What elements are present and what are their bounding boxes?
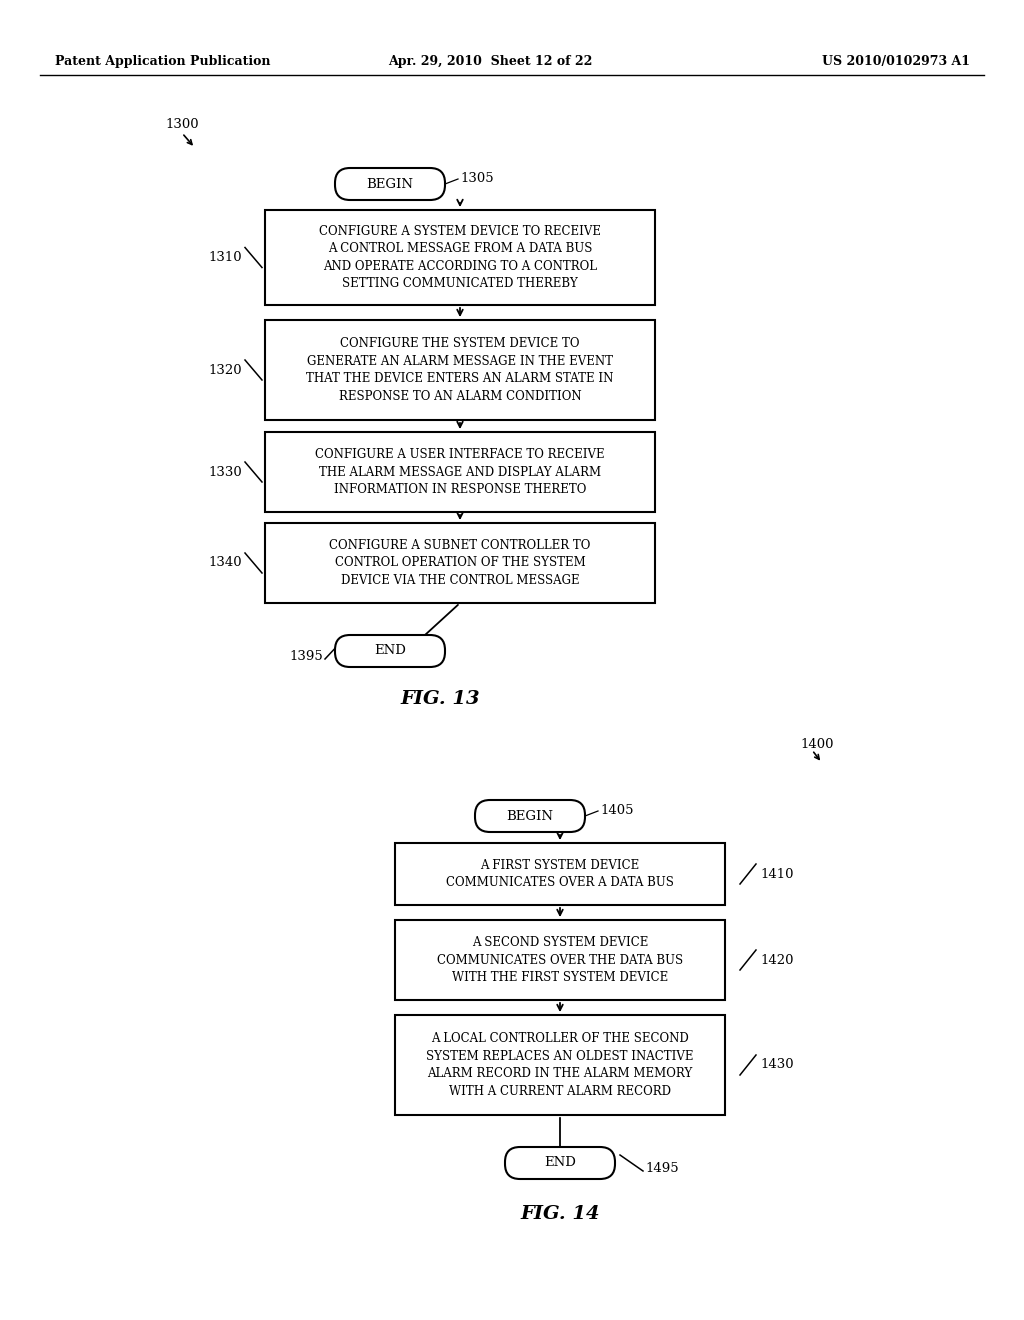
Text: END: END (544, 1156, 575, 1170)
Text: 1330: 1330 (208, 466, 242, 479)
Text: 1395: 1395 (289, 649, 323, 663)
FancyBboxPatch shape (265, 319, 655, 420)
Text: FIG. 14: FIG. 14 (520, 1205, 600, 1224)
FancyBboxPatch shape (335, 635, 445, 667)
Text: END: END (374, 644, 406, 657)
FancyBboxPatch shape (505, 1147, 615, 1179)
Text: 1310: 1310 (208, 251, 242, 264)
FancyBboxPatch shape (395, 920, 725, 1001)
Text: CONFIGURE A SYSTEM DEVICE TO RECEIVE
A CONTROL MESSAGE FROM A DATA BUS
AND OPERA: CONFIGURE A SYSTEM DEVICE TO RECEIVE A C… (319, 224, 601, 290)
Text: A LOCAL CONTROLLER OF THE SECOND
SYSTEM REPLACES AN OLDEST INACTIVE
ALARM RECORD: A LOCAL CONTROLLER OF THE SECOND SYSTEM … (426, 1032, 693, 1098)
Text: 1410: 1410 (760, 867, 794, 880)
Text: Patent Application Publication: Patent Application Publication (55, 55, 270, 69)
Text: A SECOND SYSTEM DEVICE
COMMUNICATES OVER THE DATA BUS
WITH THE FIRST SYSTEM DEVI: A SECOND SYSTEM DEVICE COMMUNICATES OVER… (437, 936, 683, 983)
Text: Apr. 29, 2010  Sheet 12 of 22: Apr. 29, 2010 Sheet 12 of 22 (388, 55, 592, 69)
Text: 1320: 1320 (208, 363, 242, 376)
Text: US 2010/0102973 A1: US 2010/0102973 A1 (822, 55, 970, 69)
Text: 1340: 1340 (208, 557, 242, 569)
Text: BEGIN: BEGIN (367, 177, 414, 190)
FancyBboxPatch shape (475, 800, 585, 832)
Text: 1495: 1495 (645, 1162, 679, 1175)
FancyBboxPatch shape (395, 1015, 725, 1115)
FancyBboxPatch shape (265, 523, 655, 603)
Text: CONFIGURE A USER INTERFACE TO RECEIVE
THE ALARM MESSAGE AND DISPLAY ALARM
INFORM: CONFIGURE A USER INTERFACE TO RECEIVE TH… (315, 447, 605, 496)
Text: 1430: 1430 (760, 1059, 794, 1072)
Text: 1405: 1405 (600, 804, 634, 817)
FancyBboxPatch shape (395, 843, 725, 906)
Text: 1420: 1420 (760, 953, 794, 966)
Text: CONFIGURE A SUBNET CONTROLLER TO
CONTROL OPERATION OF THE SYSTEM
DEVICE VIA THE : CONFIGURE A SUBNET CONTROLLER TO CONTROL… (330, 539, 591, 587)
Text: 1400: 1400 (800, 738, 834, 751)
FancyBboxPatch shape (265, 210, 655, 305)
FancyBboxPatch shape (265, 432, 655, 512)
Text: 1300: 1300 (165, 119, 199, 132)
Text: A FIRST SYSTEM DEVICE
COMMUNICATES OVER A DATA BUS: A FIRST SYSTEM DEVICE COMMUNICATES OVER … (446, 859, 674, 890)
Text: 1305: 1305 (460, 173, 494, 186)
Text: BEGIN: BEGIN (507, 809, 554, 822)
Text: CONFIGURE THE SYSTEM DEVICE TO
GENERATE AN ALARM MESSAGE IN THE EVENT
THAT THE D: CONFIGURE THE SYSTEM DEVICE TO GENERATE … (306, 337, 613, 403)
Text: FIG. 13: FIG. 13 (400, 690, 480, 708)
FancyBboxPatch shape (335, 168, 445, 201)
